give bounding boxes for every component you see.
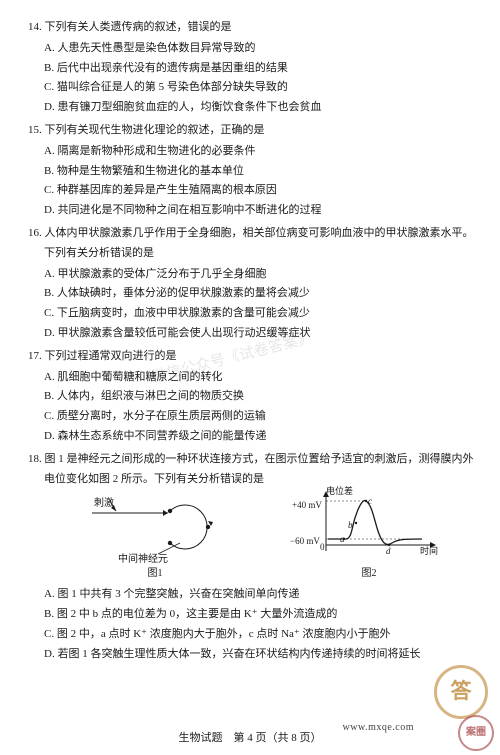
q14-opt-a: A. 人患先天性愚型是染色体数目异常导致的: [28, 39, 476, 59]
question-15: 15. 下列有关现代生物进化理论的叙述，正确的是A. 隔离是新物种形成和生物进化…: [28, 121, 476, 221]
fig2-ybot: −60 mV: [290, 533, 320, 549]
fig2-caption: 图2: [362, 565, 377, 583]
q15-opt-c: C. 种群基因库的差异是产生生殖隔离的根本原因: [28, 181, 476, 201]
fig2-pt-c: c: [368, 493, 372, 509]
question-14: 14. 下列有关人类遗传病的叙述，错误的是A. 人患先天性愚型是染色体数目异常导…: [28, 18, 476, 118]
question-18: 18. 图 1 是神经元之间形成的一种环状连接方式，在图示位置给予适宜的刺激后，…: [28, 450, 476, 665]
figure-row: 刺激 中间神经元 图1: [48, 493, 476, 583]
fig1-stim-label: 刺激: [94, 495, 114, 513]
q17-opt-a: A. 肌细胞中葡萄糖和糖原之间的转化: [28, 368, 476, 388]
q18-opt-b: B. 图 2 中 b 点的电位差为 0，这主要是由 K⁺ 大量外流造成的: [28, 605, 476, 625]
fig2-pt-b: b: [348, 517, 353, 533]
q15-opt-b: B. 物种是生物繁殖和生物进化的基本单位: [28, 162, 476, 182]
question-16: 16. 人体内甲状腺激素几乎作用于全身细胞，相关部位病变可影响血液中的甲状腺激素…: [28, 224, 476, 344]
q14-opt-b: B. 后代中出现亲代没有的遗传病是基因重组的结果: [28, 59, 476, 79]
fig2-xlabel: 时间: [420, 543, 438, 559]
q15-opt-d: D. 共同进化是不同物种之间在相互影响中不断进化的过程: [28, 201, 476, 221]
fig2-zero: 0: [320, 539, 325, 555]
q14-stem: 14. 下列有关人类遗传病的叙述，错误的是: [28, 18, 476, 38]
stamp-circle-icon: 案圈: [458, 715, 494, 751]
q18-stem: 18. 图 1 是神经元之间形成的一种环状连接方式，在图示位置给予适宜的刺激后，…: [28, 450, 476, 490]
q18-opt-d: D. 若图 1 各突触生理性质大体一致，兴奋在环状结构内传递持续的时间将延长: [28, 645, 476, 665]
q15-opt-a: A. 隔离是新物种形成和生物进化的必要条件: [28, 142, 476, 162]
q16-opt-b: B. 人体缺碘时，垂体分泌的促甲状腺激素的量将会减少: [28, 284, 476, 304]
figure-1: 刺激 中间神经元 图1: [80, 491, 230, 583]
fig2-pt-a: a: [340, 531, 345, 547]
q15-stem: 15. 下列有关现代生物进化理论的叙述，正确的是: [28, 121, 476, 141]
fig2-pt-d: d: [386, 543, 391, 559]
page-footer: 生物试题 第 4 页（共 8 页）: [0, 729, 500, 749]
q17-opt-b: B. 人体内，组织液与淋巴之间的物质交换: [28, 387, 476, 407]
fig2-ytop: +40 mV: [292, 497, 322, 513]
q18-opt-a: A. 图 1 中共有 3 个完整突触，兴奋在突触间单向传递: [28, 585, 476, 605]
q18-opt-c: C. 图 2 中，a 点时 K⁺ 浓度胞内大于胞外，c 点时 Na⁺ 浓度胞内小…: [28, 625, 476, 645]
q18-text: 图 1 是神经元之间形成的一种环状连接方式，在图示位置给予适宜的刺激后，测得膜内…: [44, 453, 474, 485]
source-url: www.mxqe.com: [343, 719, 414, 737]
q14-opt-d: D. 患有镰刀型细胞贫血症的人，均衡饮食条件下也会贫血: [28, 98, 476, 118]
q17-opt-d: D. 森林生态系统中不同营养级之间的能量传递: [28, 427, 476, 447]
q16-stem: 16. 人体内甲状腺激素几乎作用于全身细胞，相关部位病变可影响血液中的甲状腺激素…: [28, 224, 476, 264]
q17-stem: 17. 下列过程通常双向进行的是: [28, 347, 476, 367]
figure-2: 电位差 +40 mV −60 mV 0 时间 a b c d 图2: [294, 485, 444, 583]
fig2-ylabel: 电位差: [326, 483, 353, 499]
q16-opt-d: D. 甲状腺激素含量较低可能会使人出现行动迟缓等症状: [28, 324, 476, 344]
q14-opt-c: C. 猫叫综合征是人的第 5 号染色体部分缺失导致的: [28, 78, 476, 98]
q17-opt-c: C. 质壁分离时，水分子在原生质层两侧的运输: [28, 407, 476, 427]
stamp-answer-icon: 答: [434, 665, 488, 719]
q16-opt-a: A. 甲状腺激素的受体广泛分布于几乎全身细胞: [28, 265, 476, 285]
fig1-neuron-label: 中间神经元: [118, 551, 168, 569]
q18-num: 18.: [28, 453, 42, 465]
question-17: 17. 下列过程通常双向进行的是A. 肌细胞中葡萄糖和糖原之间的转化B. 人体内…: [28, 347, 476, 447]
q16-opt-c: C. 下丘脑病变时，血液中甲状腺激素的含量可能会减少: [28, 304, 476, 324]
